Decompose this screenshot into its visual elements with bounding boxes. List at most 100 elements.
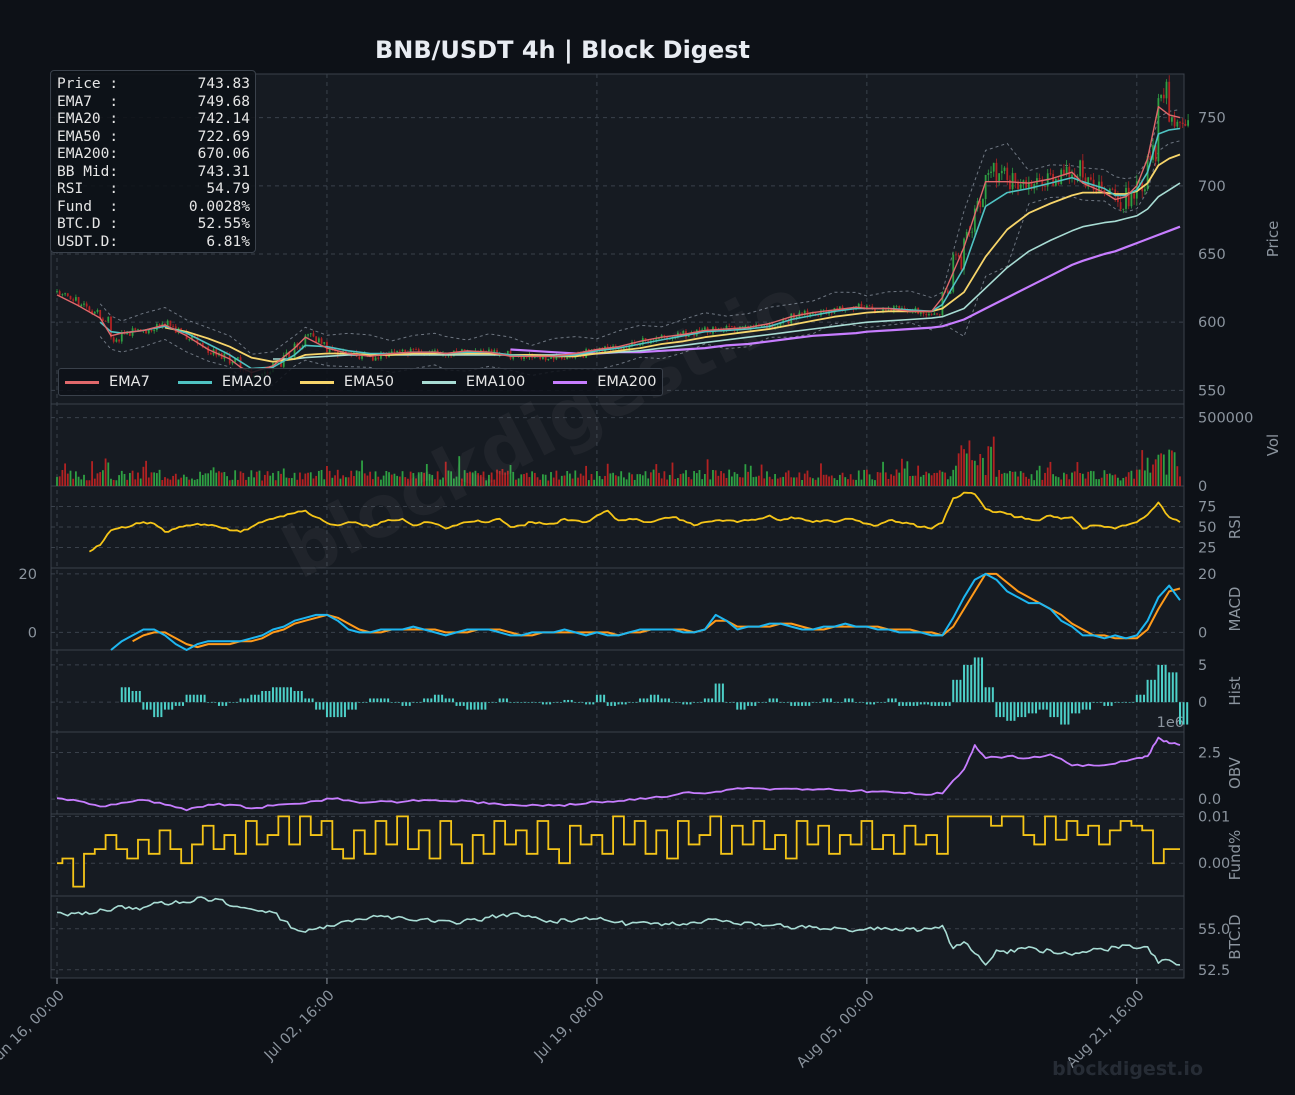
hist-bar <box>459 702 462 706</box>
volume-bar <box>914 475 917 486</box>
hist-bar <box>257 694 260 703</box>
hist-bar <box>502 698 505 703</box>
volume-bar <box>728 469 731 486</box>
candle-body <box>787 320 790 324</box>
hist-bar <box>855 702 858 703</box>
volume-bar <box>925 471 928 486</box>
volume-bar <box>884 472 887 486</box>
hist-bar <box>689 702 692 705</box>
candle-body <box>973 208 976 232</box>
hist-bar <box>642 698 645 703</box>
volume-bar <box>1017 476 1019 486</box>
candle-body <box>919 312 922 314</box>
volume-bar <box>771 479 774 486</box>
volume-bar <box>892 475 895 486</box>
y-tick-label: 0 <box>1198 695 1207 711</box>
candle-body <box>1071 174 1073 178</box>
volume-bar <box>1019 471 1022 486</box>
hist-bar <box>253 694 256 703</box>
candle-body <box>307 334 309 336</box>
volume-bar <box>153 472 156 486</box>
candle-body <box>1157 98 1160 162</box>
volume-bar <box>242 472 245 486</box>
volume-bar <box>577 477 579 486</box>
volume-bar <box>285 477 288 486</box>
hist-bar <box>516 702 519 703</box>
candle-body <box>1065 166 1068 175</box>
volume-bar <box>625 479 628 486</box>
volume-bar <box>633 479 636 486</box>
hist-bar <box>840 702 843 703</box>
volume-bar <box>1152 464 1154 486</box>
hist-bar <box>189 694 192 703</box>
volume-bar <box>204 473 207 486</box>
candle-body <box>285 352 288 356</box>
candle-body <box>1144 189 1146 192</box>
volume-bar <box>317 470 320 486</box>
volume-bar <box>137 472 139 486</box>
candle-body <box>566 357 569 360</box>
volume-bar <box>622 477 625 486</box>
volume-bar <box>879 472 882 486</box>
hist-bar <box>631 702 634 703</box>
volume-bar <box>952 469 955 486</box>
hist-bar <box>869 702 872 705</box>
candle-body <box>946 290 949 294</box>
volume-bar <box>164 477 166 486</box>
hist-bar <box>538 702 541 703</box>
hist-bar <box>322 702 325 710</box>
volume-bar <box>355 470 358 486</box>
hist-bar <box>1060 702 1063 725</box>
hist-bar <box>930 702 933 706</box>
volume-bar <box>1003 472 1006 486</box>
volume-bar <box>118 475 120 486</box>
hist-bar <box>970 664 973 703</box>
volume-bar <box>412 473 415 486</box>
volume-bar <box>115 480 118 486</box>
hist-bar <box>678 702 681 703</box>
volume-bar <box>145 460 147 486</box>
volume-bar <box>865 469 868 486</box>
volume-bar <box>690 479 693 486</box>
volume-bar <box>901 458 903 486</box>
y-tick-label: 500000 <box>1198 411 1253 427</box>
volume-bar <box>544 474 547 486</box>
hist-bar <box>624 702 627 705</box>
hist-bar <box>617 702 620 705</box>
candle-body <box>288 352 291 359</box>
volume-bar <box>674 478 677 486</box>
hist-bar <box>667 698 670 703</box>
volume-bar <box>1168 449 1171 486</box>
candle-body <box>523 355 525 359</box>
candle-body <box>88 306 91 311</box>
candle-body <box>865 305 868 308</box>
hist-bar <box>279 687 282 703</box>
candle-body <box>401 349 404 352</box>
volume-bar <box>876 472 879 486</box>
volume-bar <box>944 472 947 486</box>
volume-bar <box>601 479 604 486</box>
volume-bar <box>191 478 193 486</box>
volume-bar <box>590 474 593 486</box>
candle-body <box>587 349 590 352</box>
volume-bar <box>971 460 974 486</box>
volume-bar <box>188 479 191 486</box>
candle-body <box>309 333 312 335</box>
candle-body <box>671 338 674 340</box>
candle-body <box>811 313 814 315</box>
volume-bar <box>307 472 309 486</box>
volume-bar <box>566 471 569 486</box>
candle-body <box>639 344 641 346</box>
candle-body <box>66 293 69 296</box>
hist-bar <box>275 687 278 703</box>
volume-bar <box>825 474 828 486</box>
volume-bar <box>401 471 404 486</box>
volume-bar <box>112 479 115 486</box>
candle-body <box>396 350 399 353</box>
volume-bar <box>328 470 331 486</box>
volume-bar <box>196 479 199 486</box>
volume-bar <box>655 464 658 486</box>
hist-bar <box>829 698 832 703</box>
volume-bar <box>806 470 809 486</box>
volume-bar <box>247 476 250 486</box>
